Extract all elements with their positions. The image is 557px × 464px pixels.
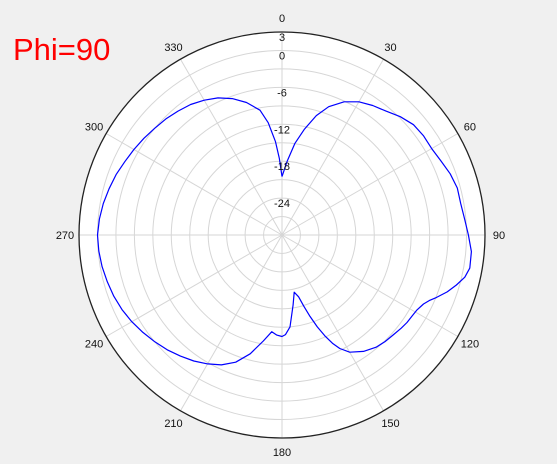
- radial-tick-label: 0: [279, 50, 285, 62]
- angle-tick-label: 60: [464, 122, 476, 134]
- radial-tick-label: 3: [279, 32, 285, 44]
- radial-tick-label: -12: [274, 124, 290, 136]
- angle-tick-label: 180: [273, 447, 291, 459]
- angle-tick-label: 300: [85, 122, 103, 134]
- grid-spoke: [281, 234, 384, 412]
- series-layer: [96, 97, 472, 366]
- grid-spoke: [180, 58, 283, 236]
- radial-tick-label: -6: [277, 87, 287, 99]
- phi-annotation: Phi=90: [13, 32, 111, 67]
- angle-tick-label: 0: [279, 13, 285, 25]
- angle-tick-label: 240: [85, 339, 103, 351]
- angle-tick-label: 30: [384, 42, 396, 54]
- grid-spoke: [281, 133, 459, 236]
- grid-spoke: [281, 234, 459, 337]
- angle-tick-label: 330: [164, 42, 182, 54]
- angle-tick-label: 150: [381, 418, 399, 430]
- radial-tick-label: -18: [274, 161, 290, 173]
- grid-spoke: [180, 234, 283, 412]
- grid-spoke: [105, 234, 283, 337]
- polar-border: [78, 31, 486, 439]
- tick-labels: 030609012015018021024027030033030-6-12-1…: [56, 13, 505, 459]
- series-line: [96, 97, 472, 366]
- angle-tick-label: 270: [56, 230, 74, 242]
- angle-tick-label: 90: [493, 230, 505, 242]
- grid-spoke: [105, 133, 283, 236]
- radial-tick-label: -24: [274, 198, 290, 210]
- grid-spoke: [281, 58, 384, 236]
- angle-tick-label: 120: [461, 339, 479, 351]
- angle-tick-label: 210: [164, 418, 182, 430]
